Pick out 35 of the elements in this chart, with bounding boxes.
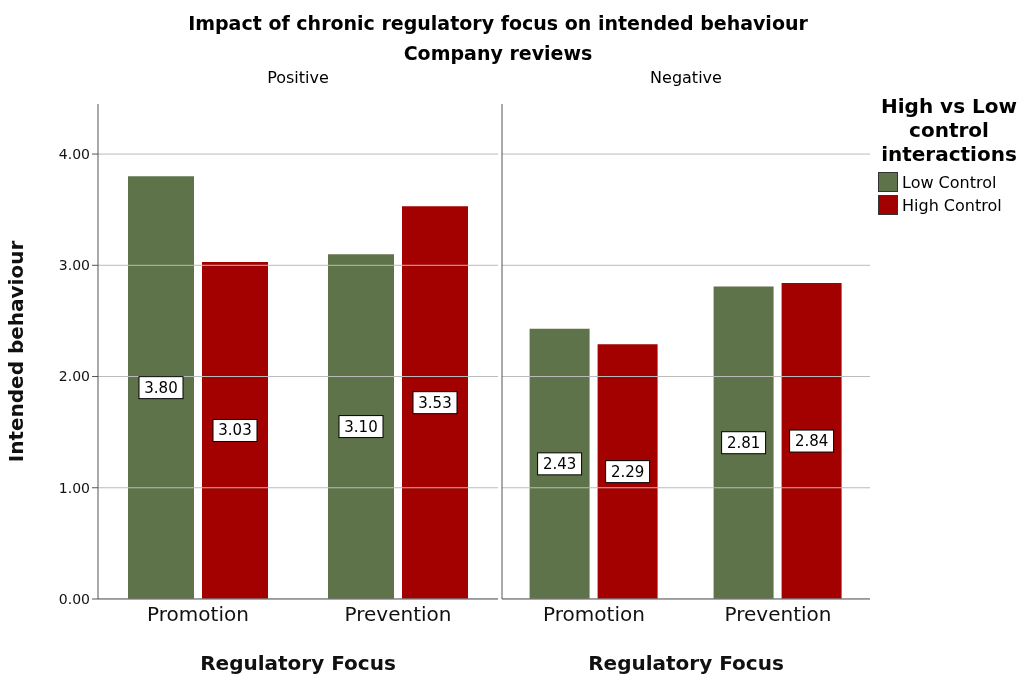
data-label: 2.29 [610, 462, 645, 481]
x-axis-title: Regulatory Focus [588, 651, 784, 675]
chart-title: Negative [649, 68, 723, 89]
y-axis-title: Intended behaviour [4, 240, 29, 463]
y-tick-label: 0.00 [58, 590, 90, 607]
bar [781, 283, 842, 599]
data-label: 3.10 [344, 417, 378, 436]
y-tick-label: 1.00 [58, 479, 90, 496]
bar [597, 344, 658, 599]
bar [402, 206, 468, 599]
x-tick-label: Prevention [344, 602, 452, 627]
data-label: 2.43 [542, 454, 577, 473]
data-label: 2.81 [726, 433, 761, 452]
text: Company reviews [402, 41, 594, 66]
x-tick-label: Promotion [543, 602, 645, 627]
legend-label: High Control [902, 195, 1002, 215]
bar [328, 254, 394, 599]
y-tick-label: 2.00 [58, 368, 90, 385]
bar [128, 176, 194, 599]
data-label: 3.80 [144, 378, 178, 397]
bar [529, 328, 590, 599]
bar [713, 286, 774, 599]
x-tick-label: Promotion [147, 602, 249, 627]
x-axis-title: Regulatory Focus [200, 651, 396, 675]
legend-title: High vs Low control interactions [880, 94, 1018, 166]
x-tick-label: Prevention [724, 602, 832, 627]
y-tick-label: 3.00 [58, 257, 90, 274]
y-tick-label: 4.00 [58, 146, 90, 163]
data-label: 3.53 [418, 393, 452, 412]
chart-title: Positive [266, 68, 330, 89]
text: Impact of chronic regulatory focus on intended behaviour [187, 11, 809, 36]
bar [202, 261, 268, 599]
data-label: 3.03 [218, 421, 252, 440]
legend-label: Low Control [902, 172, 997, 192]
data-label: 2.84 [794, 432, 829, 451]
